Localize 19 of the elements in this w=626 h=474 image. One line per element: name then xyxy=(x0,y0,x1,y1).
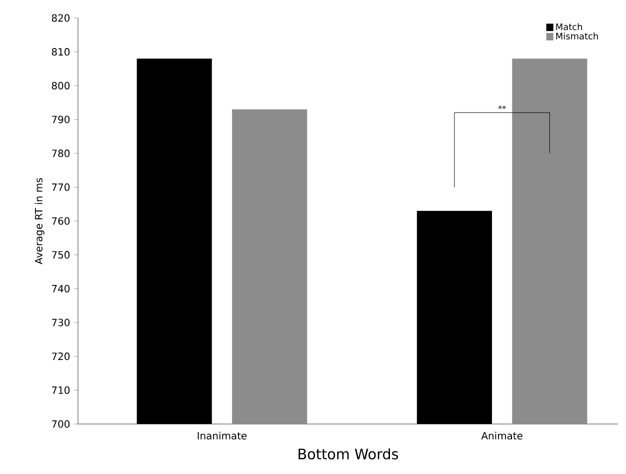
y-tick-label: 700 xyxy=(52,420,70,428)
y-tick-label: 710 xyxy=(52,386,70,394)
legend-label: Match xyxy=(556,23,582,30)
y-axis-title: Average RT in ms xyxy=(34,178,44,264)
x-tick-label: Inanimate xyxy=(198,432,247,440)
y-tick-label: 810 xyxy=(52,48,70,56)
y-tick-label: 770 xyxy=(52,183,70,191)
x-axis-title: Bottom Words xyxy=(298,448,398,460)
legend-label: Mismatch xyxy=(556,32,598,40)
y-tick-label: 740 xyxy=(52,284,70,292)
y-tick-label: 730 xyxy=(52,318,70,326)
y-tick-label: 790 xyxy=(52,116,70,124)
y-tick-label: 780 xyxy=(52,150,70,158)
y-tick-label: 720 xyxy=(52,352,70,360)
y-tick-label: 800 xyxy=(52,82,70,90)
x-tick-label: Animate xyxy=(481,432,522,440)
y-tick-label: 820 xyxy=(52,14,70,22)
y-tick-label: 750 xyxy=(52,251,70,259)
y-tick-label: 760 xyxy=(52,217,70,225)
